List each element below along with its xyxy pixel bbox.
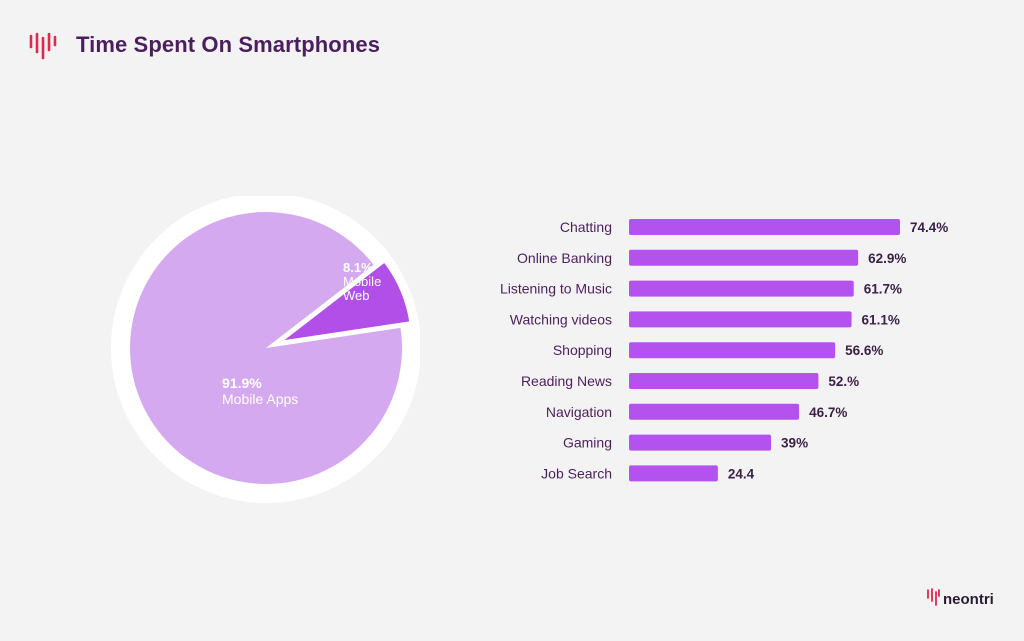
bar-category-label: Watching videos: [510, 311, 612, 327]
bar-category-label: Listening to Music: [500, 281, 612, 297]
pie-label: Web: [343, 288, 370, 303]
bar-category-label: Shopping: [553, 342, 612, 358]
pie-label: Mobile Apps: [222, 391, 298, 407]
bar: [629, 280, 854, 297]
bar: [629, 434, 772, 451]
bar-value-label: 74.4%: [910, 220, 948, 235]
brand-name: neontri: [943, 591, 994, 608]
neontri-logo-icon: [927, 588, 940, 606]
pie-label-value: 91.9%: [222, 375, 262, 391]
bar-category-label: Reading News: [521, 373, 612, 389]
bar: [629, 342, 836, 359]
bar-category-label: Gaming: [563, 435, 612, 451]
bar: [629, 373, 819, 389]
pie-label: Mobile: [343, 274, 381, 289]
bar-value-label: 52.%: [828, 374, 859, 389]
bar-category-label: Navigation: [546, 404, 612, 420]
neontri-logo-icon: [29, 32, 57, 60]
bar-chart: Chatting 74.4% Online Banking 62.9% Listenin…: [500, 219, 948, 482]
bar-value-label: 61.7%: [864, 282, 902, 297]
pie-slice-mobile-web: [275, 258, 414, 346]
bar-value-label: 61.1%: [862, 312, 900, 327]
bar-category-label: Chatting: [560, 219, 612, 235]
bar: [629, 465, 718, 482]
bar: [629, 249, 859, 266]
footer-logo: neontri: [926, 587, 994, 607]
bar: [629, 403, 800, 420]
page-title: Time Spent On Smartphones: [76, 32, 381, 57]
header: Time Spent On Smartphones: [28, 30, 380, 60]
bar-value-label: 56.6%: [845, 343, 883, 358]
pie-label-value: 8.1%: [343, 260, 373, 275]
bar: [629, 311, 852, 328]
bar-value-label: 62.9%: [868, 251, 906, 266]
bar-value-label: 39%: [781, 436, 808, 451]
pie-slice-mobile-apps: [129, 211, 402, 484]
bar-category-label: Job Search: [541, 465, 612, 481]
bar-value-label: 24.4: [728, 466, 755, 481]
bar: [629, 219, 900, 235]
bar-value-label: 46.7%: [809, 405, 847, 420]
bar-category-label: Online Banking: [517, 250, 612, 266]
